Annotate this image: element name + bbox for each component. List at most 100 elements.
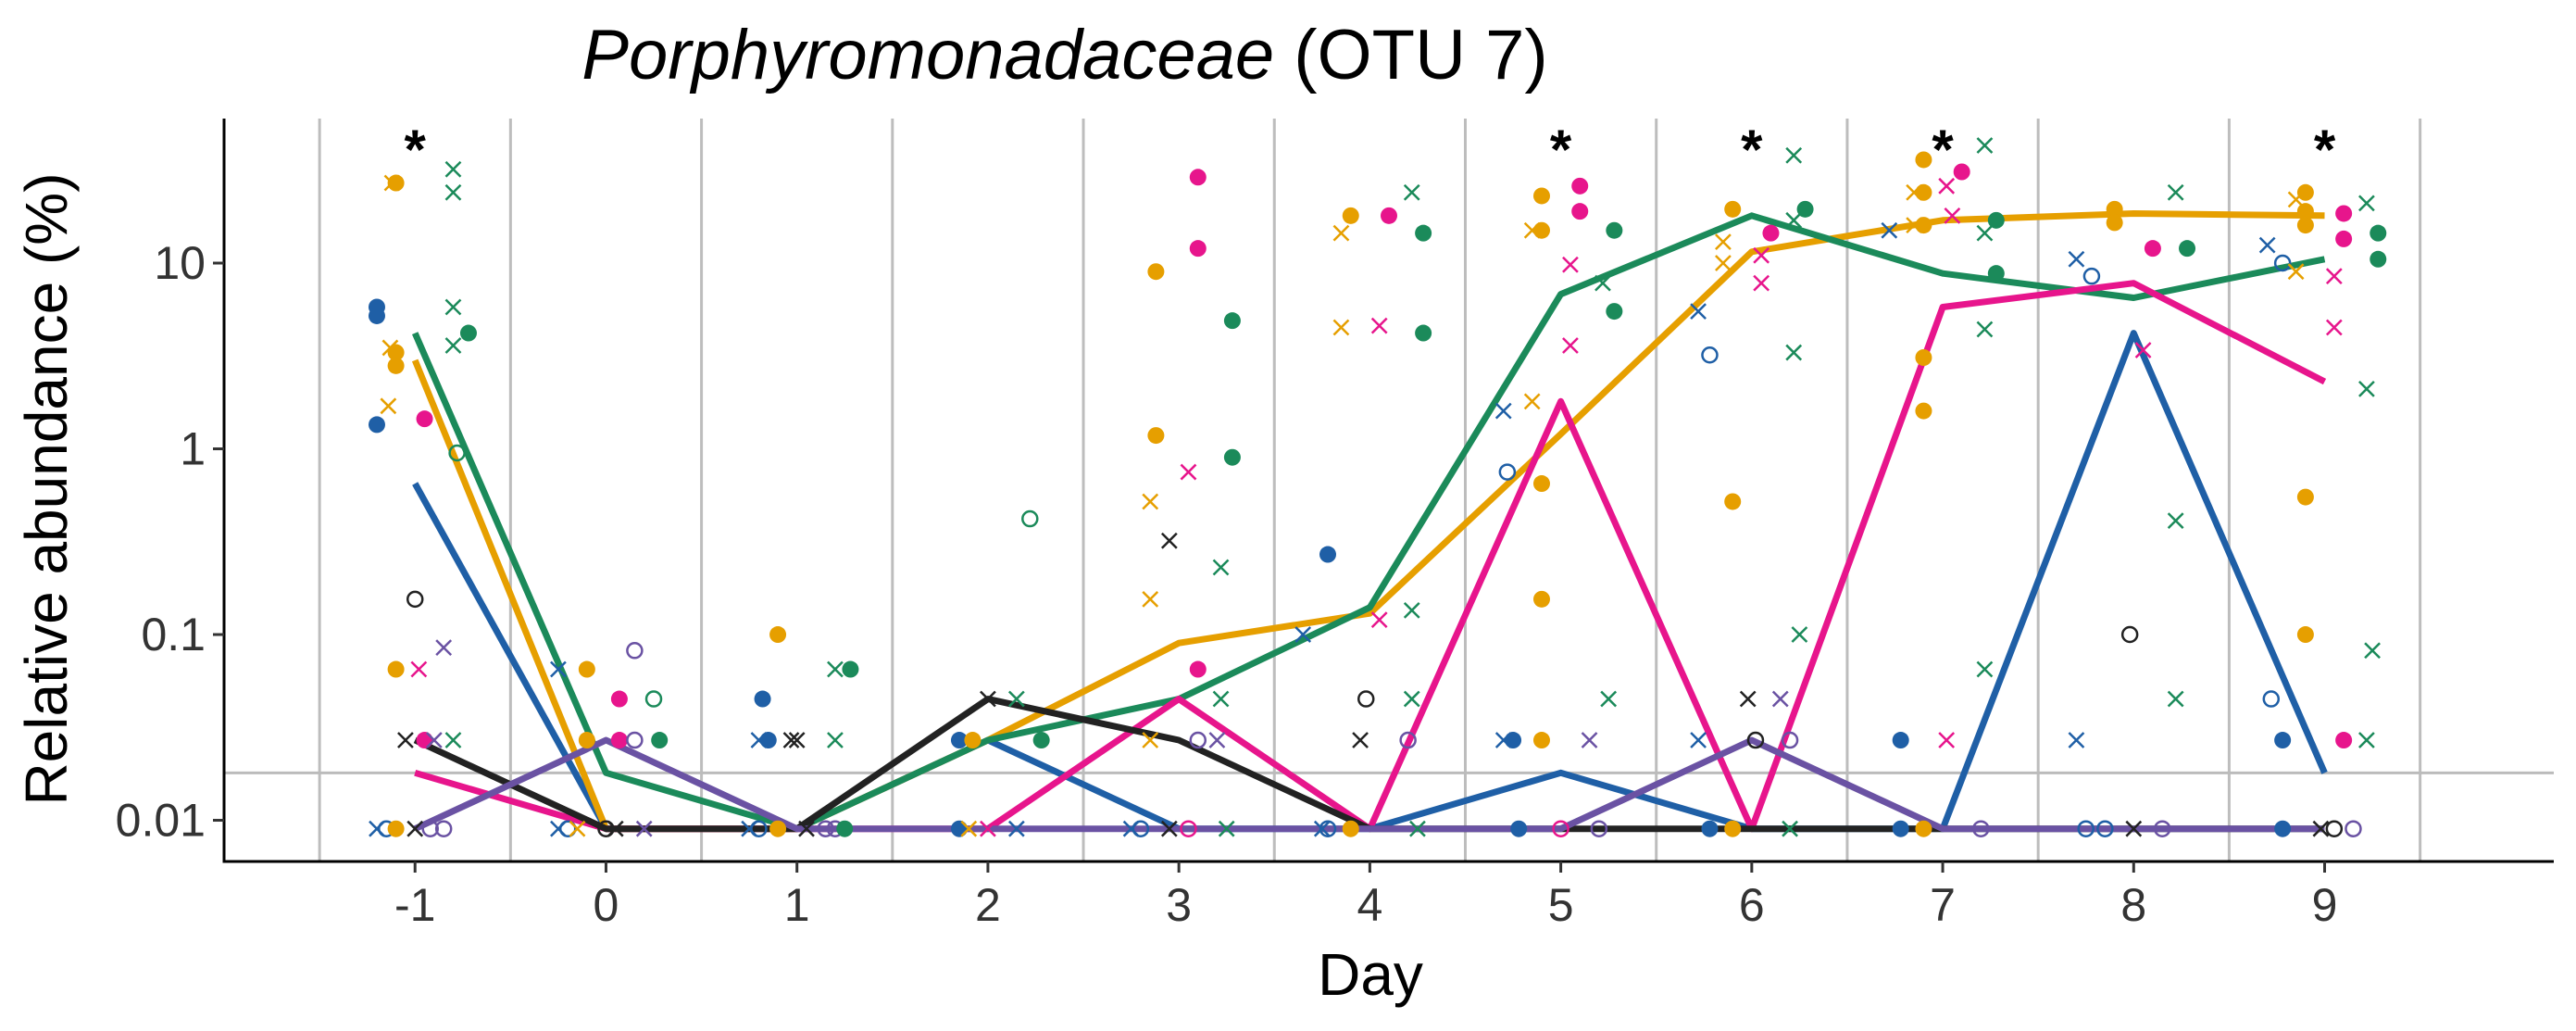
data-point bbox=[769, 820, 787, 837]
data-point bbox=[836, 820, 854, 837]
data-point bbox=[2125, 820, 2143, 837]
data-point bbox=[406, 590, 424, 609]
data-point bbox=[1032, 732, 1050, 749]
data-point bbox=[1212, 559, 1230, 576]
data-point bbox=[2068, 732, 2085, 748]
data-point bbox=[2167, 183, 2184, 201]
data-point bbox=[1571, 177, 1589, 195]
data-point bbox=[434, 820, 453, 837]
data-point bbox=[1915, 349, 1932, 367]
significance-star: * bbox=[2314, 119, 2336, 181]
data-point bbox=[2274, 820, 2292, 837]
data-point bbox=[1332, 224, 1350, 242]
data-point bbox=[2358, 732, 2375, 748]
data-point bbox=[1132, 820, 1150, 837]
data-point bbox=[1562, 256, 1579, 273]
data-point bbox=[448, 444, 466, 462]
data-point bbox=[1976, 224, 1994, 242]
data-point bbox=[1915, 183, 1932, 201]
data-point bbox=[1976, 660, 1994, 678]
data-point bbox=[1180, 463, 1197, 481]
data-point bbox=[1319, 820, 1337, 837]
data-point bbox=[1753, 274, 1770, 292]
data-point bbox=[1370, 611, 1388, 629]
data-point bbox=[1762, 224, 1780, 242]
data-point bbox=[1746, 731, 1765, 749]
data-point bbox=[610, 690, 628, 708]
data-point bbox=[1785, 211, 1803, 229]
data-point bbox=[1785, 344, 1803, 361]
data-point bbox=[1142, 493, 1159, 510]
data-point bbox=[759, 732, 777, 749]
data-point bbox=[1915, 151, 1932, 169]
data-point bbox=[1313, 820, 1331, 837]
data-point bbox=[2096, 820, 2114, 837]
data-point bbox=[425, 732, 443, 748]
data-point bbox=[1771, 690, 1789, 708]
data-point bbox=[2258, 236, 2276, 254]
data-point bbox=[788, 732, 806, 748]
x-tick-label: 8 bbox=[2120, 879, 2146, 931]
data-point bbox=[1403, 183, 1420, 201]
data-point bbox=[1915, 217, 1932, 234]
data-point bbox=[1142, 732, 1159, 748]
data-point bbox=[1160, 820, 1178, 837]
significance-star: * bbox=[1550, 119, 1572, 181]
data-point bbox=[1415, 224, 1432, 242]
data-point bbox=[406, 820, 424, 837]
data-point bbox=[1319, 546, 1337, 563]
data-point bbox=[2312, 820, 2330, 837]
chart-title-taxon: Porphyromonadaceae bbox=[581, 16, 1274, 94]
data-point bbox=[2325, 319, 2343, 336]
data-point bbox=[1223, 448, 1241, 466]
data-point bbox=[1724, 493, 1742, 510]
series-line-6 bbox=[413, 736, 2325, 833]
data-point bbox=[2325, 820, 2344, 837]
data-point bbox=[1606, 221, 1623, 239]
data-point bbox=[1505, 732, 1522, 749]
data-point bbox=[1938, 732, 1956, 748]
data-point bbox=[2358, 381, 2375, 397]
data-point bbox=[1715, 233, 1732, 251]
data-point bbox=[2296, 488, 2314, 506]
data-point bbox=[1562, 337, 1579, 354]
data-point bbox=[578, 732, 595, 749]
data-point bbox=[597, 820, 615, 837]
data-point bbox=[444, 337, 462, 354]
data-point bbox=[1021, 509, 1039, 528]
data-point bbox=[1352, 732, 1369, 748]
x-tick-label: -1 bbox=[394, 879, 435, 931]
data-point bbox=[1007, 690, 1025, 708]
data-point bbox=[1218, 820, 1235, 837]
data-point bbox=[635, 820, 653, 837]
data-point bbox=[2296, 183, 2314, 201]
data-point bbox=[387, 357, 405, 374]
data-point bbox=[1581, 732, 1598, 748]
data-point bbox=[1953, 163, 1970, 181]
data-point bbox=[950, 820, 968, 837]
data-point bbox=[817, 820, 834, 837]
data-point bbox=[1399, 731, 1417, 749]
x-tick-label: 4 bbox=[1357, 879, 1382, 931]
data-point bbox=[387, 820, 405, 837]
data-point bbox=[610, 732, 628, 749]
data-point bbox=[1409, 820, 1426, 837]
data-point bbox=[444, 298, 462, 316]
data-point bbox=[416, 732, 433, 749]
data-point bbox=[1881, 221, 1898, 239]
data-point bbox=[397, 732, 414, 748]
data-point bbox=[1915, 820, 1932, 837]
data-point bbox=[626, 642, 644, 660]
data-point bbox=[558, 820, 577, 837]
data-point bbox=[2364, 642, 2381, 660]
data-point bbox=[1180, 820, 1197, 837]
data-point bbox=[2262, 690, 2281, 708]
data-point bbox=[2106, 214, 2123, 232]
x-tick-label: 9 bbox=[2312, 879, 2338, 931]
data-point bbox=[387, 344, 405, 361]
data-point bbox=[2179, 240, 2196, 258]
data-point bbox=[387, 174, 405, 192]
data-point bbox=[1915, 402, 1932, 420]
y-tick-labels: 0.01 0.1 1 10 bbox=[116, 237, 224, 847]
y-tick-label: 0.01 bbox=[116, 795, 206, 847]
